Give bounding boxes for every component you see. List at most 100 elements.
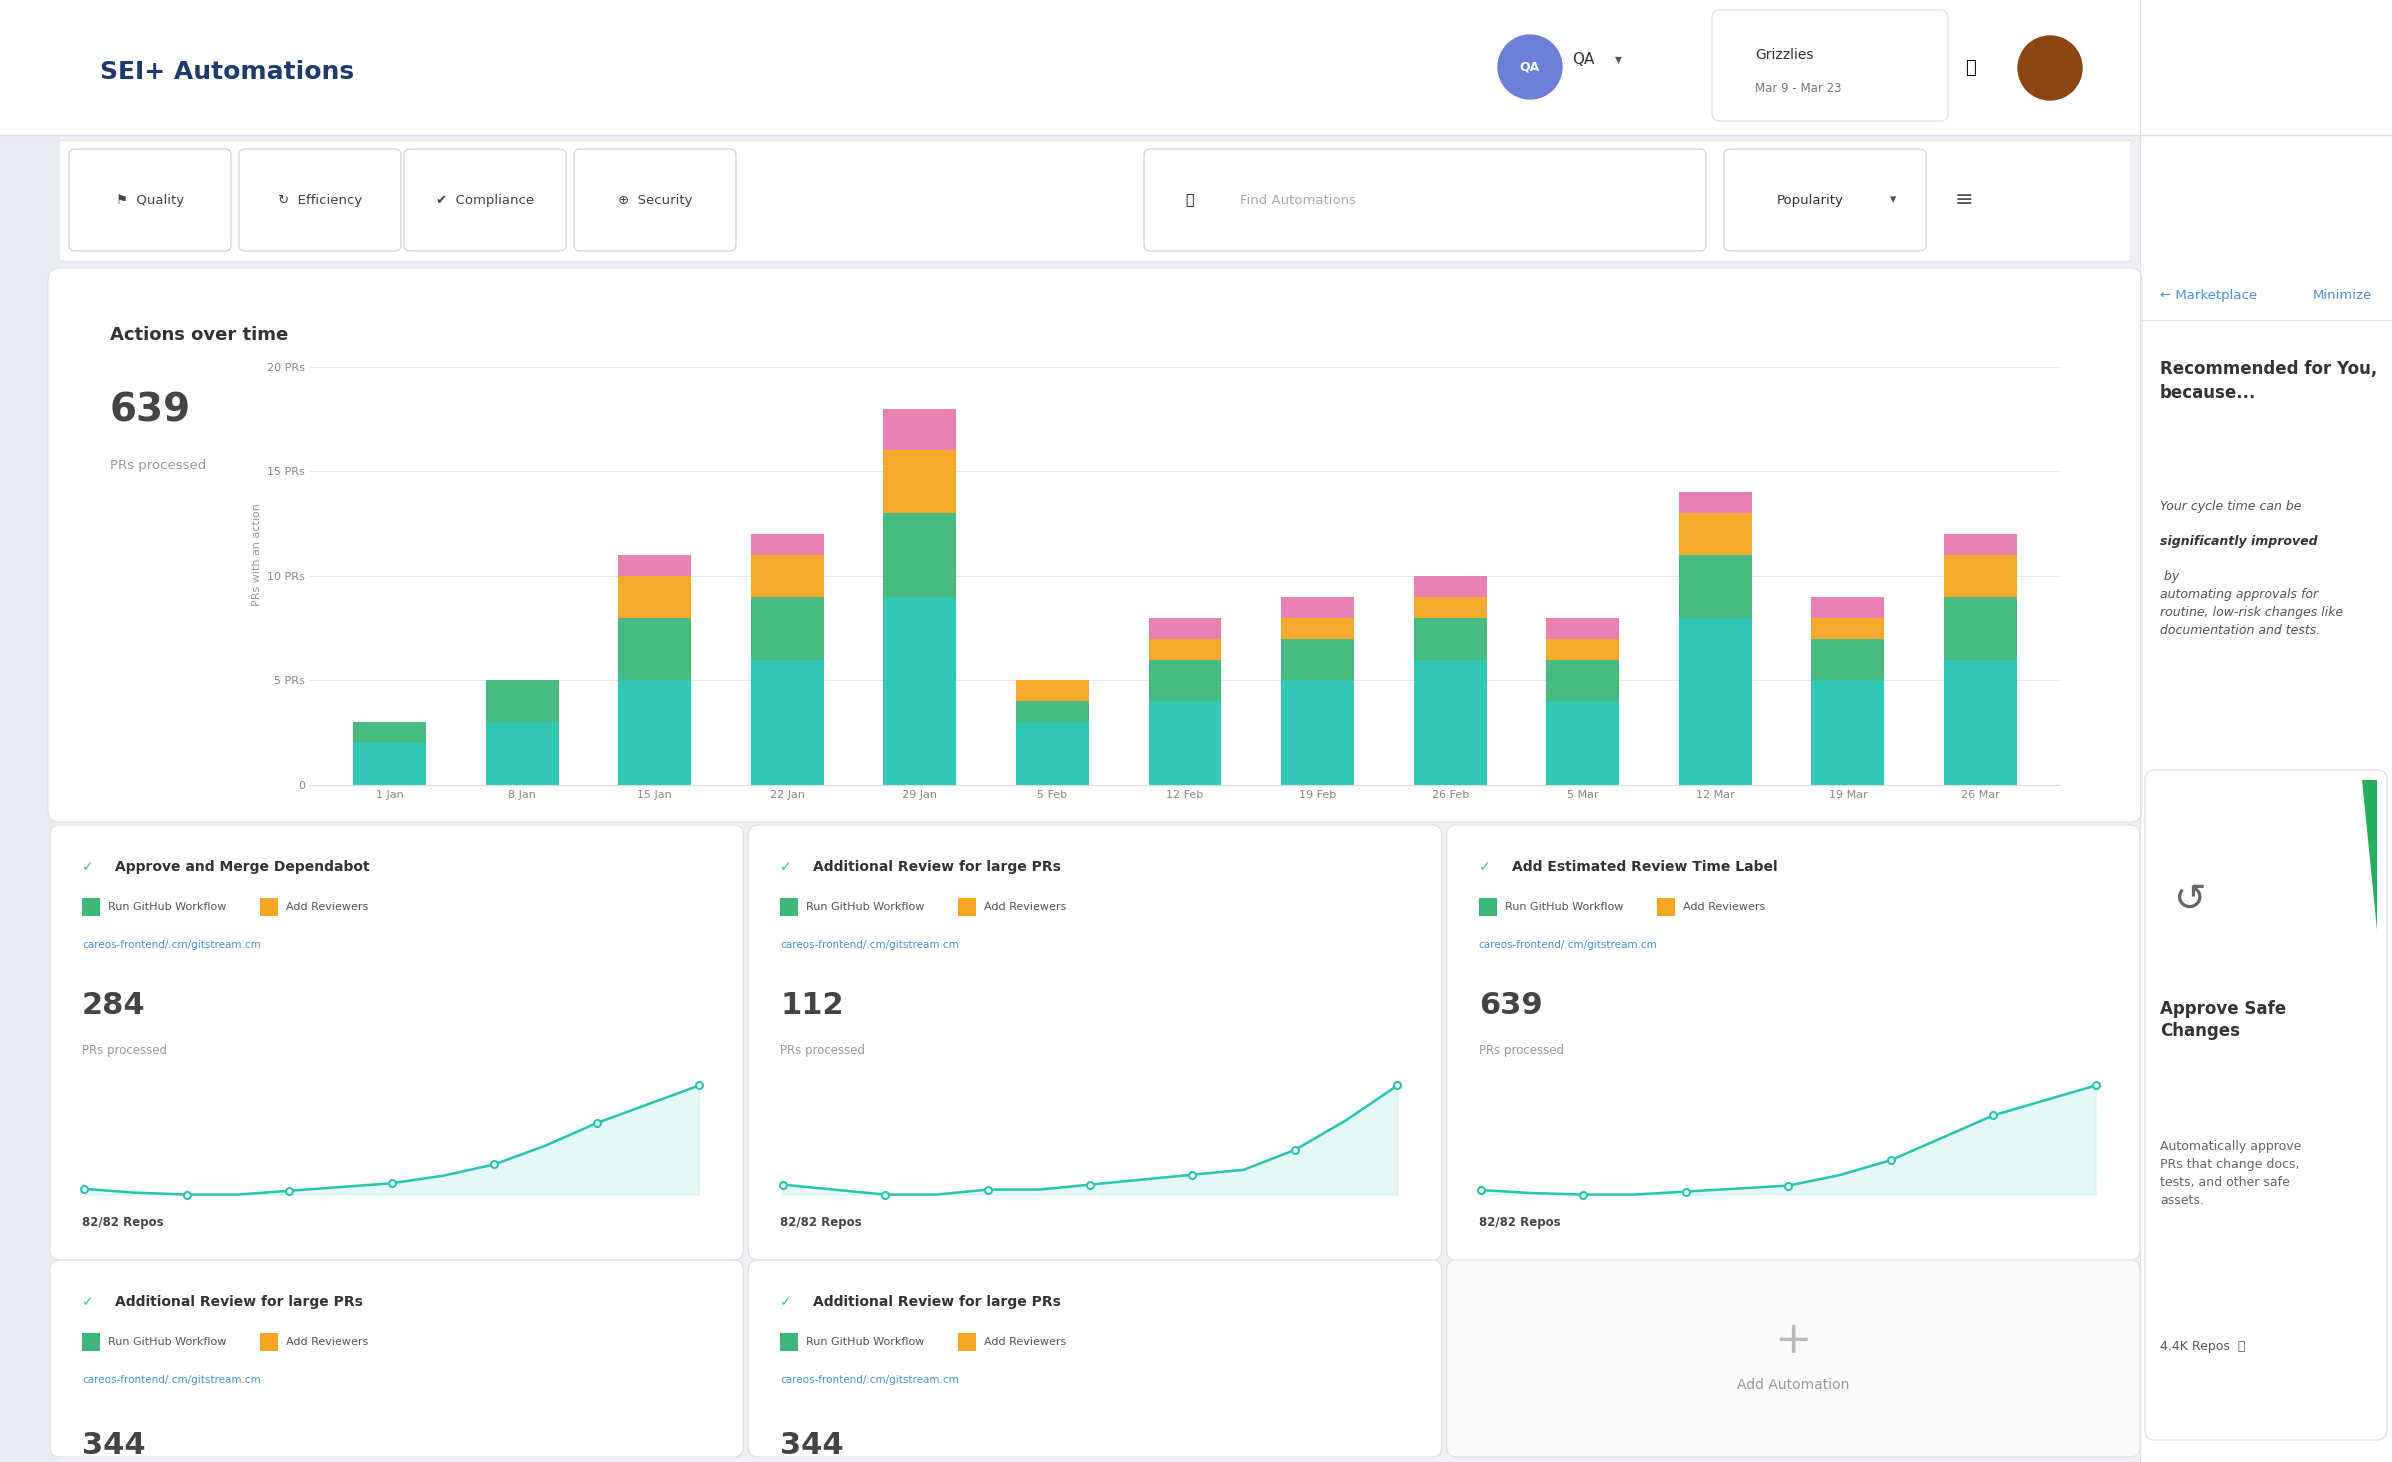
- Text: careos-frontend/.cm/gitstream.cm: careos-frontend/.cm/gitstream.cm: [780, 940, 959, 950]
- Bar: [261, 1333, 277, 1351]
- Polygon shape: [2361, 781, 2378, 930]
- Text: careos-frontend/.cm/gitstream.cm: careos-frontend/.cm/gitstream.cm: [81, 1374, 261, 1385]
- Text: ↺: ↺: [2174, 882, 2205, 920]
- Bar: [959, 898, 976, 917]
- Bar: [486, 680, 560, 722]
- Text: PRs processed: PRs processed: [780, 1044, 866, 1057]
- Bar: [1148, 639, 1222, 659]
- Y-axis label: PRs with an action: PRs with an action: [251, 503, 261, 607]
- FancyBboxPatch shape: [48, 268, 2141, 822]
- Text: Automatically approve
PRs that change docs,
tests, and other safe
assets.: Automatically approve PRs that change do…: [2160, 1140, 2301, 1208]
- Bar: [883, 409, 957, 450]
- Bar: [1148, 702, 1222, 785]
- FancyBboxPatch shape: [2146, 770, 2387, 1440]
- Text: Popularity: Popularity: [1777, 193, 1844, 206]
- Bar: [780, 898, 799, 917]
- Text: 82/82 Repos: 82/82 Repos: [81, 1215, 163, 1228]
- Bar: [1414, 659, 1485, 785]
- Text: ← Marketplace: ← Marketplace: [2160, 288, 2258, 301]
- Bar: [780, 1333, 799, 1351]
- Text: 82/82 Repos: 82/82 Repos: [780, 1215, 861, 1228]
- Bar: [1282, 596, 1354, 618]
- Bar: [1017, 702, 1088, 722]
- Bar: [751, 659, 823, 785]
- Text: ✔  Compliance: ✔ Compliance: [435, 193, 533, 206]
- Bar: [1545, 618, 1619, 639]
- Text: ✓: ✓: [1478, 860, 1490, 874]
- Text: significantly improved: significantly improved: [2160, 535, 2318, 548]
- Bar: [1811, 618, 1885, 639]
- Text: PRs processed: PRs processed: [81, 1044, 167, 1057]
- Text: Improve-
ment: Improve- ment: [2311, 860, 2354, 901]
- FancyBboxPatch shape: [1143, 149, 1705, 251]
- Bar: [354, 722, 426, 743]
- Bar: [1679, 618, 1751, 785]
- Text: Add Reviewers: Add Reviewers: [986, 1338, 1067, 1347]
- FancyBboxPatch shape: [1447, 1260, 2141, 1458]
- Bar: [1679, 513, 1751, 556]
- Bar: [883, 450, 957, 513]
- Bar: [81, 898, 100, 917]
- Bar: [1720, 15, 1940, 115]
- Text: Add Reviewers: Add Reviewers: [287, 1338, 368, 1347]
- Text: by
automating approvals for
routine, low-risk changes like
documentation and tes: by automating approvals for routine, low…: [2160, 570, 2344, 637]
- Bar: [617, 680, 691, 785]
- Text: Add Reviewers: Add Reviewers: [986, 902, 1067, 912]
- Text: Run GitHub Workflow: Run GitHub Workflow: [1505, 902, 1624, 912]
- Bar: [617, 556, 691, 576]
- Text: ✓: ✓: [81, 860, 93, 874]
- Bar: [617, 618, 691, 680]
- Text: ▾: ▾: [1890, 193, 1897, 206]
- Bar: [1811, 596, 1885, 618]
- Text: Add Automation: Add Automation: [1737, 1379, 1849, 1392]
- Bar: [1478, 898, 1497, 917]
- Bar: [1658, 898, 1674, 917]
- Text: 639: 639: [1478, 990, 1543, 1019]
- Bar: [1545, 659, 1619, 702]
- Text: PRs processed: PRs processed: [1478, 1044, 1564, 1057]
- Bar: [1414, 576, 1485, 596]
- Text: Actions over time: Actions over time: [110, 326, 289, 344]
- Bar: [1945, 659, 2016, 785]
- Bar: [0, 0, 2392, 135]
- Text: careos-frontend/.cm/gitstream.cm: careos-frontend/.cm/gitstream.cm: [81, 940, 261, 950]
- Text: 🔔: 🔔: [1964, 58, 1976, 77]
- Bar: [751, 596, 823, 659]
- Text: PRs processed: PRs processed: [110, 459, 206, 472]
- Bar: [0, 0, 2392, 135]
- Text: 284: 284: [81, 990, 146, 1019]
- FancyBboxPatch shape: [50, 825, 744, 1260]
- Text: Find Automations: Find Automations: [1239, 193, 1356, 206]
- Text: 🔍: 🔍: [1184, 193, 1194, 208]
- FancyBboxPatch shape: [749, 1260, 1442, 1458]
- Text: QA: QA: [1572, 51, 1595, 66]
- Text: Add Reviewers: Add Reviewers: [287, 902, 368, 912]
- Text: 344: 344: [81, 1430, 146, 1459]
- Bar: [1945, 556, 2016, 596]
- Bar: [0, 0, 60, 1462]
- Bar: [1282, 639, 1354, 680]
- Text: Additional Review for large PRs: Additional Review for large PRs: [813, 1295, 1062, 1308]
- Text: Minimize: Minimize: [2313, 288, 2373, 301]
- Bar: [1811, 639, 1885, 680]
- FancyBboxPatch shape: [50, 1260, 744, 1458]
- Text: 344: 344: [780, 1430, 844, 1459]
- Circle shape: [1497, 35, 1562, 99]
- Text: QA: QA: [1519, 60, 1540, 73]
- Text: ✓: ✓: [81, 1295, 93, 1308]
- Bar: [1282, 618, 1354, 639]
- Bar: [1282, 680, 1354, 785]
- Text: Approve Safe
Changes: Approve Safe Changes: [2160, 1000, 2287, 1039]
- Bar: [81, 1333, 100, 1351]
- Bar: [751, 556, 823, 596]
- FancyBboxPatch shape: [69, 149, 232, 251]
- Bar: [883, 513, 957, 596]
- Bar: [1945, 596, 2016, 659]
- Text: ✓: ✓: [780, 860, 792, 874]
- Bar: [1679, 556, 1751, 618]
- Text: SEI+ Automations: SEI+ Automations: [100, 60, 354, 83]
- Text: Run GitHub Workflow: Run GitHub Workflow: [108, 1338, 227, 1347]
- Text: Mar 9 - Mar 23: Mar 9 - Mar 23: [1756, 82, 1842, 95]
- Text: careos-frontend/.cm/gitstream.cm: careos-frontend/.cm/gitstream.cm: [1478, 940, 1658, 950]
- Bar: [1414, 618, 1485, 659]
